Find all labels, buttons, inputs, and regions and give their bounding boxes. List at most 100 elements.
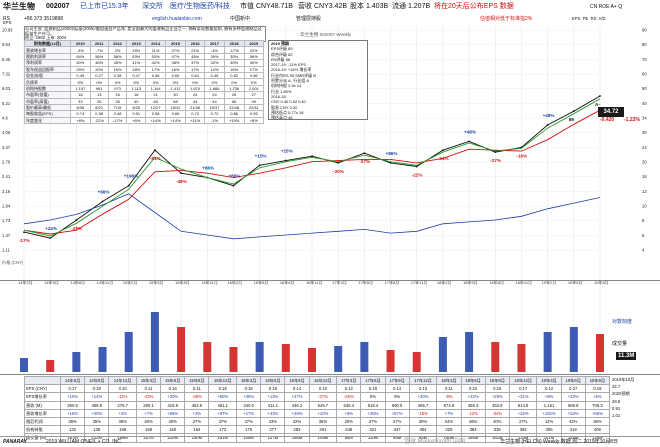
quarter-cell: +9% [536, 392, 562, 402]
volume-bar [438, 337, 447, 372]
quarter-cell: +14% [84, 392, 110, 402]
volume-bar [20, 358, 28, 372]
quarter-row-label: 营收增长率 [24, 408, 61, 418]
quarter-header: 16年6月 [260, 375, 286, 386]
quarter-header: 14年9月 [84, 375, 110, 386]
quarter-cell: 355 [536, 425, 562, 435]
price-annotation: -24% [438, 156, 449, 161]
price-annotation: A- [595, 102, 600, 107]
y-tick-left: 1.37 [2, 233, 11, 238]
fin-row: 市盈率(低值) 16 13 16 18 21 30 24 24 26 27 [23, 91, 265, 99]
info-icon-eps[interactable]: EPS [572, 16, 581, 21]
quarter-cell: +43% [260, 408, 286, 418]
chart-title: 华兰生物 002007 Weekly [300, 31, 352, 38]
quarter-cell: +26% [360, 408, 386, 418]
price-point [363, 152, 366, 155]
quarter-cell: -23% [135, 392, 162, 402]
fin-row: 负债率 0% 0% 0% 0% 0% 0% 0% 0% 0% 0% [23, 78, 265, 86]
info-icon-rs[interactable]: RS [590, 16, 597, 21]
quarter-cell: +60% [208, 392, 238, 402]
y-tick-right: 10 [642, 204, 647, 209]
fin-cell: 8/25 [126, 103, 147, 112]
quarter-cell: 38% [108, 416, 137, 427]
price-point [311, 155, 313, 158]
quarter-cell: 455.3 [460, 400, 486, 410]
volume-bar [308, 348, 316, 372]
right-side-panel: 2019年10月 34.7 2020预期 28.9 0.91 1.01 [612, 376, 660, 419]
volume-bar [412, 352, 421, 372]
quarter-cell: +13% [260, 392, 286, 402]
quarter-cell: +30% [84, 408, 110, 418]
quarter-cell: +53% [560, 408, 586, 418]
quarter-cell: 190M [184, 433, 210, 443]
fin-cell: 37% [184, 59, 206, 67]
x-tick: 15年2月 [123, 279, 138, 285]
brand-logo: PANARAY [3, 439, 27, 445]
fin-cell: 0% [107, 78, 128, 86]
volume-bar [491, 342, 500, 372]
quarter-cell: 27% [384, 416, 410, 427]
eps-notice[interactable]: 将在20天后公布EPS 数据 [434, 3, 514, 10]
rating-line: 行业 1.89% [271, 88, 292, 94]
volume-separator [0, 280, 660, 281]
fin-cell: 0.72 [204, 110, 225, 118]
volume-bar [46, 360, 55, 372]
volume-bar [386, 350, 395, 372]
x-tick: 16年2月 [227, 279, 242, 285]
y-tick-left: 1.94 [2, 204, 11, 209]
y-axis-label: 价格 (CNY) [2, 259, 24, 266]
quarter-cell: 0.18 [84, 384, 110, 394]
price-annotation: +66% [98, 190, 110, 195]
fin-cell: 0.64 [184, 71, 206, 80]
quarter-cell: 40% [484, 416, 510, 427]
series-rs-line [23, 193, 601, 240]
x-tick: 16年5月 [254, 279, 269, 285]
x-tick: 14年11月 [97, 279, 114, 285]
info-icon-ad[interactable]: A/D [598, 16, 606, 21]
rating-line: 2017-19: -11% EPS [271, 62, 307, 68]
x-tick: 16年11月 [306, 279, 323, 285]
fin-cell: 0.47 [126, 71, 147, 80]
info-icon-pe[interactable]: PE [582, 16, 589, 21]
quarter-cell: 419 [560, 425, 586, 435]
quarter-cell: 0.17 [59, 384, 86, 394]
sector[interactable]: 医疗/生物医药/科技 [170, 3, 230, 10]
price-point [49, 237, 52, 240]
quarter-cell: 46% [460, 416, 486, 427]
change-pct: -1.22% [624, 117, 640, 123]
volume-bar [465, 332, 474, 372]
right-side-line: 2019年10月 [612, 377, 635, 382]
company-dates: 创立: 1992 上市: 2004 [25, 35, 67, 41]
quarter-cell: 340.0 [236, 400, 262, 410]
quarter-row-label: 营收 (M) [24, 400, 61, 410]
quarter-cell: 354 [408, 425, 438, 435]
volume-bars [20, 312, 604, 372]
fin-cell: 14% [204, 65, 225, 73]
x-tick: 18年8月 [489, 279, 504, 285]
quarter-row-label: 税后利润 [24, 416, 61, 427]
quarter-cell: 135 [84, 425, 110, 435]
fin-cell: 24 [184, 91, 206, 99]
quarter-cell: 695.8 [560, 400, 586, 410]
fin-cell: 0% [184, 78, 206, 86]
fin-cell: 973 [107, 84, 128, 93]
quarter-cell: 42% [284, 416, 310, 427]
quarter-cell: 277 [260, 425, 286, 435]
quarter-header: 16年3月 [236, 375, 262, 386]
eps-axis-label: EPS [3, 20, 12, 25]
fin-cell: 0.45 [204, 71, 225, 80]
website[interactable]: english.hualanbio.com [152, 16, 202, 22]
right-side-line: 1.01 [612, 413, 621, 419]
price-point [599, 95, 601, 97]
fin-cell: 26 [107, 97, 128, 105]
price-annotation: -81% [150, 156, 161, 161]
price-annotation: +86% [202, 166, 214, 171]
x-tick: 18年2月 [437, 279, 452, 285]
fin-cell: 49 [243, 97, 265, 105]
quarter-cell: 0.11 [135, 384, 162, 394]
fin-cell: 32% [204, 59, 225, 67]
fin-cell: 7/15 [107, 103, 128, 112]
quarter-cell: +3% [184, 408, 210, 418]
quarter-cell: +57% [384, 408, 410, 418]
volume-bar [596, 334, 604, 372]
